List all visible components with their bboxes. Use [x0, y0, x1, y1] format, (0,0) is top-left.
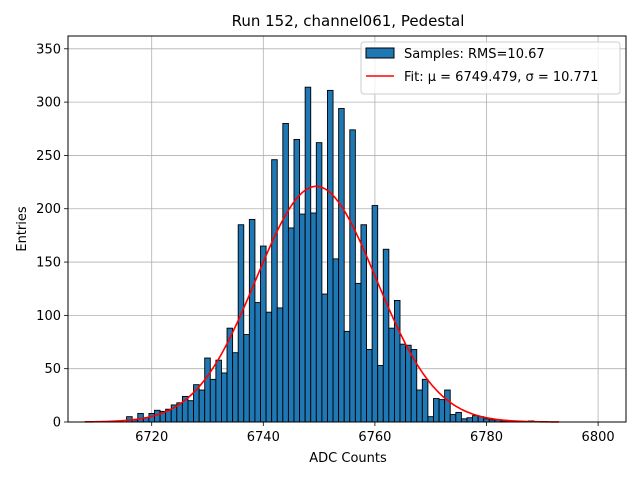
histogram-bar [388, 327, 395, 423]
x-axis-label: ADC Counts [309, 451, 387, 466]
histogram-bar [433, 398, 440, 423]
histogram-bar [382, 248, 390, 423]
histogram-bar [243, 334, 250, 423]
x-tick-label: 6720 [135, 430, 168, 445]
x-tick-label: 6760 [358, 430, 391, 445]
histogram-bar [237, 224, 245, 423]
y-tick-label: 150 [36, 256, 61, 271]
histogram-bar [444, 389, 451, 423]
histogram-bar [321, 293, 328, 423]
legend-box [360, 41, 621, 95]
histogram-bar [466, 417, 474, 423]
y-tick-label: 50 [44, 362, 61, 377]
histogram-bar [405, 344, 412, 423]
fit-curve-group [84, 185, 560, 423]
fit-curve [84, 185, 560, 423]
histogram-bar [421, 378, 429, 423]
x-tick-label: 6740 [247, 430, 280, 445]
chart-title: Run 152, channel061, Pedestal [232, 12, 465, 30]
histogram-bar [371, 205, 379, 423]
histogram-bar [204, 357, 211, 423]
histogram-bar [338, 108, 345, 423]
histogram-bar [349, 129, 356, 423]
histogram-bar [304, 86, 312, 423]
histogram-bar [427, 416, 434, 423]
histogram-bar [215, 359, 222, 423]
y-tick-label: 300 [36, 96, 61, 111]
histogram-bar [472, 415, 479, 423]
histogram-bars [126, 86, 535, 423]
histogram-bar [327, 89, 334, 423]
histogram-bar [299, 213, 306, 423]
y-tick-label: 350 [36, 42, 61, 57]
histogram-bar [271, 159, 278, 423]
histogram-bar [248, 218, 256, 423]
histogram-bar [254, 302, 261, 423]
y-tick-label: 200 [36, 202, 61, 217]
x-axis-ticks: 6720 6740 6760 6780 6800 [135, 422, 615, 445]
histogram-bar [393, 299, 401, 423]
histogram-bar [232, 352, 239, 423]
plot-frame [67, 35, 627, 423]
legend-label-fit: Fit: μ = 6749.479, σ = 10.771 [404, 70, 598, 85]
y-tick-label: 0 [53, 416, 61, 431]
legend-label-samples: Samples: RMS=10.67 [404, 47, 545, 62]
histogram-bar [449, 414, 457, 423]
histogram-bar [282, 122, 289, 423]
histogram-bar [198, 389, 206, 423]
histogram-bar [377, 365, 384, 423]
legend: Samples: RMS=10.67 Fit: μ = 6749.479, σ … [360, 41, 621, 95]
histogram-bar [287, 227, 295, 423]
histogram-bar [438, 399, 446, 423]
histogram-bar [187, 400, 195, 423]
histogram-bar [332, 258, 340, 423]
histogram-bar [293, 138, 301, 423]
histogram-bar [354, 282, 362, 423]
x-tick-label: 6780 [470, 430, 503, 445]
histogram-bar [310, 212, 317, 423]
histogram-bar [220, 372, 228, 423]
histogram-bar [209, 378, 217, 423]
y-axis-ticks: 0 50 100 150 200 250 300 350 [36, 42, 68, 431]
y-tick-label: 100 [36, 309, 61, 324]
histogram-bar [366, 349, 373, 423]
y-axis-label: Entries [15, 206, 30, 252]
histogram-bar [399, 343, 407, 423]
legend-swatch-samples [365, 47, 395, 59]
histogram-bar [265, 311, 273, 423]
histogram-bar [416, 389, 423, 423]
histogram-bar [455, 411, 462, 423]
histogram-bar [148, 413, 155, 423]
y-tick-label: 250 [36, 149, 61, 164]
histogram-bar [276, 307, 284, 423]
histogram-bar [343, 330, 351, 423]
x-tick-label: 6800 [582, 430, 615, 445]
histogram-bar [260, 245, 267, 423]
histogram-bar [315, 142, 323, 423]
